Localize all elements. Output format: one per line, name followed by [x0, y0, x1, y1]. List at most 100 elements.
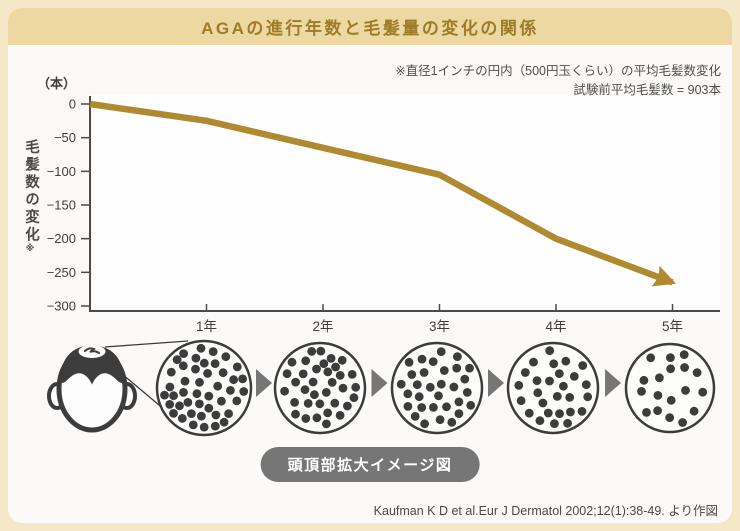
x-tick-label: 3年	[429, 319, 450, 334]
hair-dot	[678, 418, 687, 427]
hair-dot	[453, 352, 462, 361]
y-tick-label: −250	[47, 265, 76, 280]
right-arrow-icon	[605, 369, 621, 397]
hair-dot	[196, 343, 206, 353]
hair-dot	[197, 411, 206, 421]
hair-dot	[191, 353, 201, 363]
footnote-line-1: ※直径1インチの円内（500円玉くらい）の平均毛髪数変化	[395, 64, 721, 78]
hair-dot	[191, 364, 200, 374]
hair-dot	[692, 368, 702, 377]
hair-dot	[291, 409, 300, 419]
hair-dot	[210, 421, 220, 431]
hair-dot	[180, 376, 190, 386]
footnote-line-2: 試験前平均毛髪数 = 903本	[573, 82, 721, 97]
hair-dot	[204, 403, 214, 413]
y-tick-label: −150	[47, 198, 76, 213]
hair	[59, 345, 125, 385]
hair-dot	[323, 408, 333, 418]
hair-dot	[555, 409, 564, 418]
status-badge: 頭頂部拡大イメージ図	[260, 447, 480, 482]
hair-dot	[239, 387, 249, 396]
hair-dot	[439, 366, 449, 375]
hair-dot	[561, 356, 571, 366]
hair-dot	[538, 398, 548, 408]
hair-dot	[301, 414, 311, 423]
right-arrow-icon	[488, 369, 504, 397]
hair-dot	[316, 346, 326, 356]
hair-dot	[552, 392, 562, 401]
progression-arrow-icons	[256, 369, 621, 397]
y-tick-label: −200	[47, 231, 76, 246]
hair-dot	[287, 357, 297, 367]
crown-circle-year-1	[155, 339, 253, 437]
hair-dot	[326, 354, 336, 363]
hair-dot	[689, 406, 699, 416]
hair-dot	[199, 422, 209, 432]
hair-dot	[351, 382, 361, 392]
hair-dot	[403, 402, 413, 411]
hair-dot	[404, 357, 414, 367]
hair-dot	[532, 376, 542, 386]
hair-dot	[312, 413, 322, 423]
crown-circle-year-5	[624, 342, 716, 434]
hair-dot	[447, 417, 457, 427]
hair-dot	[224, 409, 234, 419]
hair-dot	[583, 392, 593, 402]
hair-dot	[178, 361, 188, 371]
hair-dot	[217, 396, 226, 406]
hair-dot	[581, 380, 591, 389]
hair-dot	[520, 368, 530, 377]
hair-dot	[578, 361, 588, 370]
hair-dot	[229, 375, 239, 385]
hair-dot	[172, 355, 182, 365]
hair-dot	[327, 378, 337, 387]
hair-dot	[698, 387, 708, 397]
plot-area	[90, 95, 720, 311]
y-axis-label-note-mark: ※	[26, 244, 36, 254]
hair-dot	[666, 353, 675, 362]
hair-dot	[226, 386, 235, 395]
hair-dot	[566, 407, 575, 417]
hair-dot	[337, 355, 347, 365]
hair-dot	[312, 364, 321, 374]
hair-dot	[454, 397, 464, 407]
hair-dot	[195, 377, 204, 387]
hair-dot	[213, 381, 223, 391]
hair-dot	[282, 369, 292, 379]
hair-dot	[435, 415, 445, 425]
hair-dot	[347, 370, 357, 379]
y-tick-label: −100	[47, 164, 76, 179]
y-axis-unit-label: （本）	[37, 76, 76, 91]
hair-dot	[417, 354, 427, 364]
hair-dot	[425, 382, 435, 392]
hair-dot	[646, 353, 656, 363]
hair-dot	[414, 392, 424, 402]
hair-dot	[465, 363, 474, 373]
hair-dot	[460, 374, 470, 384]
hair-dot	[192, 389, 202, 399]
hair-dot	[419, 368, 429, 377]
hair-dot	[343, 401, 352, 411]
hair-dot	[396, 379, 406, 389]
hair-dot	[516, 396, 526, 406]
hair-dot	[165, 400, 175, 409]
hair-dot	[330, 398, 340, 408]
crown-circle-year-3	[390, 341, 484, 435]
hair-dot	[175, 401, 184, 411]
hair-dot	[165, 382, 175, 392]
hair-dot	[559, 381, 568, 391]
hair-dot	[321, 388, 331, 397]
hair-dot	[210, 359, 220, 368]
hair-dot	[319, 359, 329, 369]
crown-circle-year-2	[273, 341, 367, 435]
y-axis-label-text: 毛髪数の変化	[23, 139, 39, 244]
hair-dot	[454, 409, 464, 418]
hair-dot	[323, 367, 333, 377]
hair-dot	[208, 347, 218, 356]
hair-dot	[420, 419, 429, 429]
hair-dot	[303, 399, 313, 408]
x-tick-label: 2年	[312, 319, 333, 334]
hair-dot	[211, 410, 221, 420]
hair-dot	[221, 352, 231, 362]
